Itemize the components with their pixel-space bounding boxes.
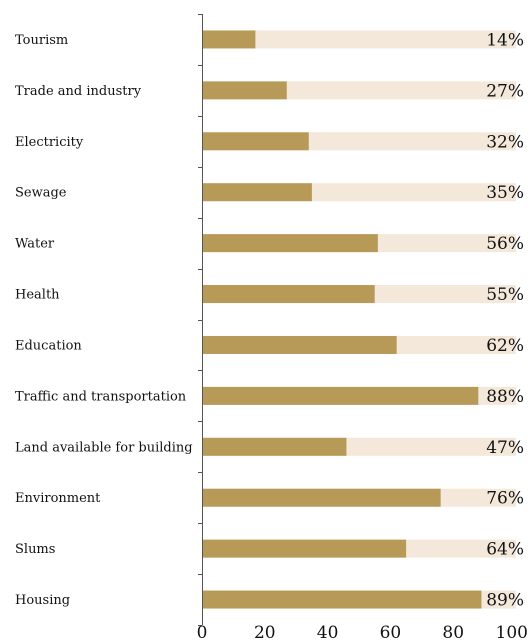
x-tick-label: 60: [380, 623, 402, 641]
bar: [203, 81, 287, 100]
x-tick-label: 40: [317, 623, 339, 641]
category-label: Water: [15, 237, 55, 252]
value-label: 55%: [486, 285, 524, 305]
x-tick-label: 20: [254, 623, 276, 641]
value-label: 14%: [486, 30, 524, 50]
bar: [203, 234, 378, 253]
bar: [203, 488, 441, 507]
category-label: Slums: [15, 542, 55, 557]
category-labels: Tourism Trade and industry Electricity Sewa…: [15, 33, 193, 608]
category-label: Tourism: [15, 33, 68, 48]
bar: [203, 437, 347, 456]
value-label: 88%: [486, 387, 524, 407]
value-label: 35%: [486, 183, 524, 203]
category-label: Environment: [15, 491, 101, 506]
value-label: 62%: [486, 336, 524, 356]
value-label: 27%: [486, 81, 524, 101]
category-label: Health: [15, 288, 60, 303]
bar: [203, 539, 407, 558]
bar: [203, 30, 256, 49]
value-label: 89%: [486, 591, 524, 611]
bar: [203, 386, 479, 405]
value-label: 56%: [486, 234, 524, 254]
bar: [203, 132, 309, 151]
category-label: Sewage: [15, 186, 67, 201]
bar: [203, 590, 482, 609]
category-label: Trade and industry: [15, 84, 142, 99]
x-tick-labels: 0 20 40 60 80 100: [197, 623, 528, 641]
value-label: 64%: [486, 540, 524, 560]
category-label: Education: [15, 338, 82, 353]
value-label: 47%: [486, 438, 524, 458]
bar: [203, 335, 397, 354]
category-label: Traffic and transportation: [15, 389, 187, 404]
value-labels: 14% 27% 32% 35% 56% 55% 62% 88% 47% 76% 64% 89%: [486, 30, 524, 610]
axes: [198, 14, 203, 626]
category-label: Housing: [15, 593, 70, 608]
category-label: Land available for building: [15, 440, 193, 455]
bar: [203, 285, 375, 304]
x-tick-label: 0: [197, 623, 208, 641]
bar-tracks: [203, 30, 516, 609]
bar-track: [203, 30, 516, 49]
category-label: Electricity: [15, 135, 84, 150]
x-tick-label: 80: [442, 623, 464, 641]
bars: [203, 30, 482, 609]
x-tick-label: 100: [496, 623, 528, 641]
bar: [203, 183, 312, 202]
value-label: 32%: [486, 132, 524, 152]
value-label: 76%: [486, 489, 524, 509]
